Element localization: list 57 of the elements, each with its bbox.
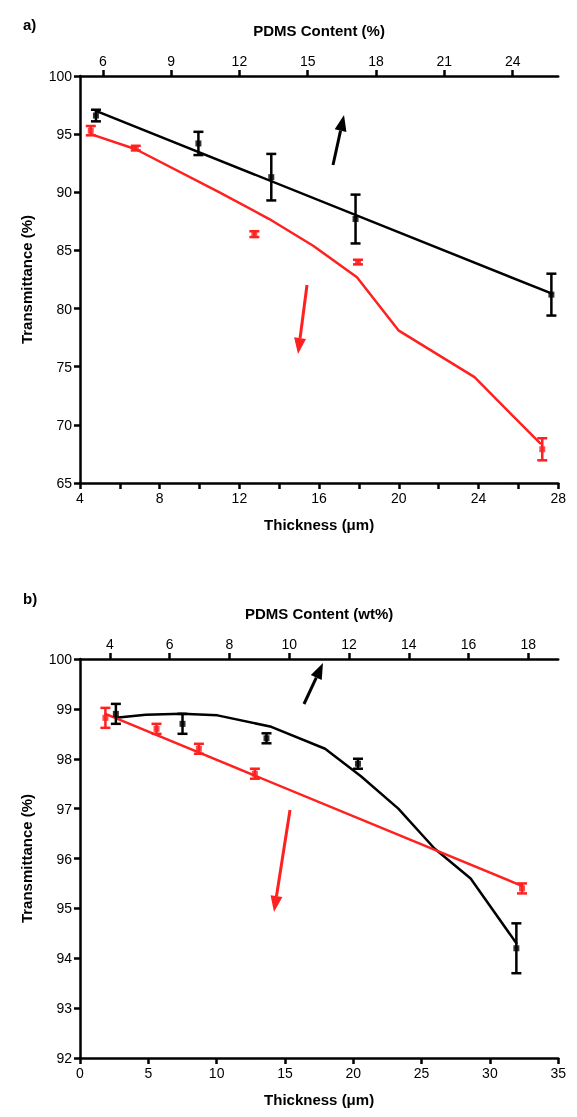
y-tick-label: 85 [56,242,73,259]
y-tick-label: 97 [56,800,73,817]
x2-tick-label: 16 [460,636,477,652]
x-tick-label: 30 [482,1065,498,1081]
x2-axis-title: PDMS Content (%) [253,22,385,39]
y-tick-label: 92 [56,1050,73,1066]
x2-tick-label: 21 [436,53,453,69]
x2-tick-label: 12 [341,636,357,652]
x2-tick-label: 24 [504,53,521,69]
y-tick-label: 75 [56,358,73,375]
x2-tick-label: 18 [520,636,537,652]
x-tick-label: 5 [144,1065,153,1081]
x-axis-title: Thickness (μm) [264,516,375,533]
y-tick-label: 100 [48,651,73,667]
y-tick-label: 90 [56,184,73,201]
x-tick-label: 20 [391,490,407,506]
x2-tick-label: 18 [368,53,385,69]
x2-tick-label: 8 [225,636,234,652]
y-tick-label: 98 [56,750,73,767]
y-tick-label: 70 [56,416,73,433]
y-axis-title: Transmittance (%) [18,214,35,345]
y-tick-label: 96 [56,850,73,867]
x-tick-label: 35 [550,1065,567,1081]
x2-tick-label: 9 [167,53,176,69]
x-tick-label: 16 [311,490,328,506]
x2-tick-label: 14 [400,636,417,652]
y-tick-label: 65 [56,475,73,491]
y-tick-label: 95 [56,126,73,143]
x-tick-label: 24 [470,490,487,506]
x-tick-label: 15 [277,1065,293,1081]
y-tick-label: 80 [56,300,73,317]
x-tick-label: 4 [76,490,85,506]
x-tick-label: 0 [76,1065,85,1081]
x-tick-label: 28 [550,490,567,506]
y-tick-label: 93 [56,1000,73,1017]
point [539,446,546,453]
x-tick-label: 10 [208,1065,225,1081]
x-axis-title: Thickness (μm) [264,1091,375,1108]
x2-tick-label: 4 [105,636,114,652]
y-tick-label: 94 [56,950,73,967]
x2-tick-label: 6 [98,53,107,69]
x-tick-label: 12 [231,490,248,506]
chart-title: a) [23,16,37,33]
x2-axis-title: PDMS Content (wt%) [244,605,394,622]
x-tick-label: 20 [345,1065,362,1081]
y-tick-label: 95 [56,900,73,917]
x-tick-label: 8 [155,490,164,506]
y-tick-label: 100 [48,68,73,84]
y-tick-label: 99 [56,700,73,717]
x2-tick-label: 6 [165,636,174,652]
chart-title: b) [23,590,38,607]
x2-tick-label: 10 [281,636,298,652]
y-axis-title: Transmittance (%) [18,793,35,924]
point [102,714,109,721]
x-tick-label: 25 [413,1065,430,1081]
x2-tick-label: 15 [299,53,316,69]
x2-tick-label: 12 [231,53,248,69]
